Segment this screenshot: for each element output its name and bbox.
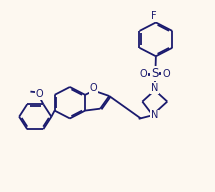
Text: O: O: [140, 69, 147, 79]
Text: N: N: [151, 83, 158, 93]
Text: O: O: [36, 89, 43, 99]
Text: F: F: [151, 11, 157, 21]
Text: S: S: [151, 67, 158, 80]
Text: O: O: [89, 83, 97, 93]
Text: O: O: [162, 69, 170, 79]
Text: N: N: [151, 110, 158, 120]
